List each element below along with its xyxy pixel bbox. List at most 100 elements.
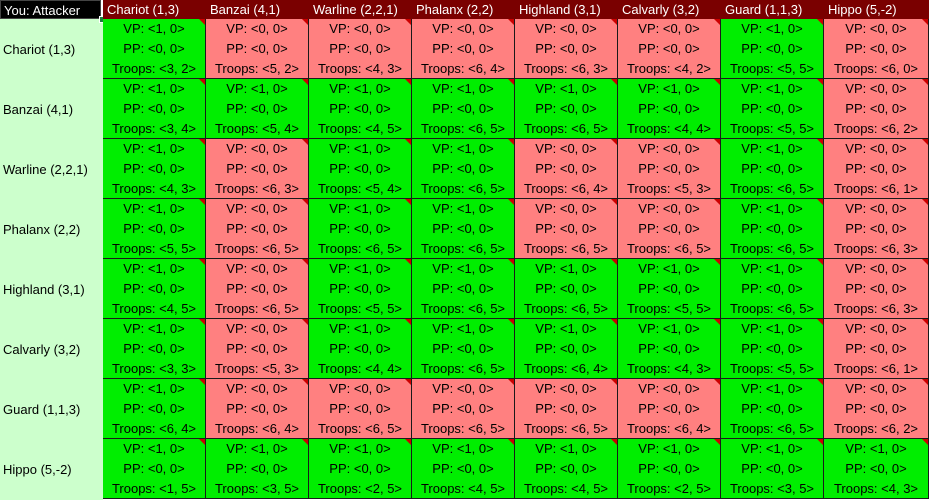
- matchup-cell[interactable]: VP: <1, 0> PP: <0, 0> Troops: <3, 5>: [721, 439, 824, 499]
- vp-value: VP: <1, 0>: [432, 141, 494, 156]
- column-header-5[interactable]: Highland (3,1): [515, 0, 618, 19]
- comment-indicator-icon: [922, 379, 928, 385]
- matchup-cell[interactable]: VP: <1, 0> PP: <0, 0> Troops: <3, 5>: [206, 439, 309, 499]
- matchup-cell[interactable]: VP: <0, 0> PP: <0, 0> Troops: <6, 1>: [824, 319, 929, 379]
- matchup-cell[interactable]: VP: <1, 0> PP: <0, 0> Troops: <6, 5>: [412, 259, 515, 319]
- matchup-cell[interactable]: VP: <1, 0> PP: <0, 0> Troops: <3, 3>: [103, 319, 206, 379]
- matchup-cell[interactable]: VP: <1, 0> PP: <0, 0> Troops: <4, 3>: [824, 439, 929, 499]
- matchup-cell[interactable]: VP: <0, 0> PP: <0, 0> Troops: <6, 5>: [309, 379, 412, 439]
- matchup-cell[interactable]: VP: <1, 0> PP: <0, 0> Troops: <4, 5>: [412, 439, 515, 499]
- vp-value: VP: <1, 0>: [741, 201, 803, 216]
- column-header-2[interactable]: Banzai (4,1): [206, 0, 309, 19]
- matchup-cell[interactable]: VP: <1, 0> PP: <0, 0> Troops: <5, 5>: [721, 319, 824, 379]
- row-header-7[interactable]: Guard (1,1,3): [3, 401, 81, 417]
- column-header-3[interactable]: Warline (2,2,1): [309, 0, 412, 19]
- matchup-cell[interactable]: VP: <1, 0> PP: <0, 0> Troops: <6, 4>: [515, 319, 618, 379]
- matchup-cell[interactable]: VP: <0, 0> PP: <0, 0> Troops: <6, 5>: [515, 379, 618, 439]
- matchup-cell[interactable]: VP: <0, 0> PP: <0, 0> Troops: <5, 3>: [206, 319, 309, 379]
- matchup-cell[interactable]: VP: <1, 0> PP: <0, 0> Troops: <6, 5>: [721, 139, 824, 199]
- comment-indicator-icon: [508, 379, 514, 385]
- matchup-cell[interactable]: VP: <1, 0> PP: <0, 0> Troops: <6, 5>: [721, 199, 824, 259]
- matchup-cell[interactable]: VP: <1, 0> PP: <0, 0> Troops: <2, 5>: [618, 439, 721, 499]
- matchup-cell[interactable]: VP: <0, 0> PP: <0, 0> Troops: <6, 3>: [515, 19, 618, 79]
- troops-value: Troops: <6, 4>: [420, 61, 506, 76]
- matchup-cell[interactable]: VP: <1, 0> PP: <0, 0> Troops: <2, 5>: [309, 439, 412, 499]
- matchup-cell[interactable]: VP: <1, 0> PP: <0, 0> Troops: <3, 2>: [103, 19, 206, 79]
- matchup-cell[interactable]: VP: <0, 0> PP: <0, 0> Troops: <6, 5>: [618, 199, 721, 259]
- row-header-5[interactable]: Highland (3,1): [3, 281, 85, 297]
- row-header-8[interactable]: Hippo (5,-2): [3, 461, 72, 477]
- matchup-cell[interactable]: VP: <1, 0> PP: <0, 0> Troops: <4, 5>: [103, 259, 206, 319]
- matchup-cell[interactable]: VP: <1, 0> PP: <0, 0> Troops: <5, 5>: [721, 79, 824, 139]
- comment-indicator-icon: [302, 439, 308, 445]
- troops-value: Troops: <6, 1>: [833, 361, 919, 376]
- matchup-cell[interactable]: VP: <1, 0> PP: <0, 0> Troops: <4, 4>: [618, 79, 721, 139]
- matchup-cell[interactable]: VP: <1, 0> PP: <0, 0> Troops: <6, 5>: [412, 319, 515, 379]
- matchup-cell[interactable]: VP: <1, 0> PP: <0, 0> Troops: <5, 5>: [103, 199, 206, 259]
- matchup-cell[interactable]: VP: <0, 0> PP: <0, 0> Troops: <6, 3>: [824, 259, 929, 319]
- pp-value: PP: <0, 0>: [638, 221, 700, 236]
- matchup-cell[interactable]: VP: <0, 0> PP: <0, 0> Troops: <4, 2>: [618, 19, 721, 79]
- comment-indicator-icon: [302, 79, 308, 85]
- row-header-1[interactable]: Chariot (1,3): [3, 41, 76, 57]
- troops-value: Troops: <6, 5>: [214, 241, 300, 256]
- matchup-cell[interactable]: VP: <0, 0> PP: <0, 0> Troops: <6, 4>: [515, 139, 618, 199]
- matchup-cell[interactable]: VP: <0, 0> PP: <0, 0> Troops: <6, 0>: [824, 19, 929, 79]
- matchup-cell[interactable]: VP: <0, 0> PP: <0, 0> Troops: <6, 4>: [412, 19, 515, 79]
- matchup-cell[interactable]: VP: <1, 0> PP: <0, 0> Troops: <5, 4>: [309, 139, 412, 199]
- matchup-cell[interactable]: VP: <0, 0> PP: <0, 0> Troops: <6, 2>: [824, 79, 929, 139]
- matchup-cell[interactable]: VP: <1, 0> PP: <0, 0> Troops: <6, 5>: [515, 259, 618, 319]
- column-header-4[interactable]: Phalanx (2,2): [412, 0, 515, 19]
- matchup-cell[interactable]: VP: <1, 0> PP: <0, 0> Troops: <5, 4>: [206, 79, 309, 139]
- pp-value: PP: <0, 0>: [123, 221, 185, 236]
- matchup-cell[interactable]: VP: <1, 0> PP: <0, 0> Troops: <4, 5>: [515, 439, 618, 499]
- row-header-4[interactable]: Phalanx (2,2): [3, 221, 81, 237]
- comment-indicator-icon: [922, 439, 928, 445]
- matchup-cell[interactable]: VP: <1, 0> PP: <0, 0> Troops: <4, 3>: [103, 139, 206, 199]
- matchup-cell[interactable]: VP: <0, 0> PP: <0, 0> Troops: <4, 3>: [309, 19, 412, 79]
- matchup-cell[interactable]: VP: <1, 0> PP: <0, 0> Troops: <5, 5>: [721, 19, 824, 79]
- corner-cell[interactable]: You: Attacker: [0, 0, 101, 19]
- matchup-cell[interactable]: VP: <1, 0> PP: <0, 0> Troops: <5, 5>: [309, 259, 412, 319]
- matchup-cell[interactable]: VP: <1, 0> PP: <0, 0> Troops: <6, 5>: [721, 259, 824, 319]
- matchup-cell[interactable]: VP: <0, 0> PP: <0, 0> Troops: <6, 5>: [515, 199, 618, 259]
- matchup-cell[interactable]: VP: <0, 0> PP: <0, 0> Troops: <6, 1>: [824, 139, 929, 199]
- row-header-2[interactable]: Banzai (4,1): [3, 101, 74, 117]
- matchup-cell[interactable]: VP: <0, 0> PP: <0, 0> Troops: <6, 5>: [206, 259, 309, 319]
- column-header-7[interactable]: Guard (1,1,3): [721, 0, 824, 19]
- column-header-6[interactable]: Calvarly (3,2): [618, 0, 721, 19]
- matchup-cell[interactable]: VP: <0, 0> PP: <0, 0> Troops: <6, 2>: [824, 379, 929, 439]
- matchup-cell[interactable]: VP: <1, 0> PP: <0, 0> Troops: <6, 5>: [412, 199, 515, 259]
- column-header-8[interactable]: Hippo (5,-2): [824, 0, 929, 19]
- matchup-cell[interactable]: VP: <1, 0> PP: <0, 0> Troops: <4, 4>: [309, 319, 412, 379]
- matchup-cell[interactable]: VP: <1, 0> PP: <0, 0> Troops: <5, 5>: [618, 259, 721, 319]
- matchup-cell[interactable]: VP: <1, 0> PP: <0, 0> Troops: <6, 5>: [412, 79, 515, 139]
- matchup-cell[interactable]: VP: <1, 0> PP: <0, 0> Troops: <1, 5>: [103, 439, 206, 499]
- matchup-cell[interactable]: VP: <0, 0> PP: <0, 0> Troops: <5, 3>: [618, 139, 721, 199]
- matchup-cell[interactable]: VP: <1, 0> PP: <0, 0> Troops: <4, 5>: [309, 79, 412, 139]
- comment-indicator-icon: [405, 139, 411, 145]
- matchup-cell[interactable]: VP: <0, 0> PP: <0, 0> Troops: <6, 4>: [206, 379, 309, 439]
- vp-value: VP: <1, 0>: [329, 201, 391, 216]
- row-header-3[interactable]: Warline (2,2,1): [3, 161, 88, 177]
- matchup-cell[interactable]: VP: <1, 0> PP: <0, 0> Troops: <3, 4>: [103, 79, 206, 139]
- vp-value: VP: <1, 0>: [535, 441, 597, 456]
- matchup-cell[interactable]: VP: <0, 0> PP: <0, 0> Troops: <6, 5>: [206, 199, 309, 259]
- matchup-cell[interactable]: VP: <1, 0> PP: <0, 0> Troops: <6, 4>: [103, 379, 206, 439]
- comment-indicator-icon: [817, 439, 823, 445]
- matchup-cell[interactable]: VP: <0, 0> PP: <0, 0> Troops: <6, 5>: [412, 379, 515, 439]
- comment-indicator-icon: [508, 439, 514, 445]
- pp-value: PP: <0, 0>: [123, 41, 185, 56]
- troops-value: Troops: <5, 5>: [729, 61, 815, 76]
- matchup-cell[interactable]: VP: <1, 0> PP: <0, 0> Troops: <6, 5>: [412, 139, 515, 199]
- matchup-cell[interactable]: VP: <1, 0> PP: <0, 0> Troops: <6, 5>: [721, 379, 824, 439]
- matchup-cell[interactable]: VP: <0, 0> PP: <0, 0> Troops: <6, 3>: [206, 139, 309, 199]
- column-header-1[interactable]: Chariot (1,3): [103, 0, 206, 19]
- matchup-cell[interactable]: VP: <1, 0> PP: <0, 0> Troops: <4, 3>: [618, 319, 721, 379]
- matchup-cell[interactable]: VP: <0, 0> PP: <0, 0> Troops: <6, 4>: [618, 379, 721, 439]
- matchup-cell[interactable]: VP: <0, 0> PP: <0, 0> Troops: <6, 3>: [824, 199, 929, 259]
- matchup-cell[interactable]: VP: <0, 0> PP: <0, 0> Troops: <5, 2>: [206, 19, 309, 79]
- row-header-6[interactable]: Calvarly (3,2): [3, 341, 81, 357]
- matchup-cell[interactable]: VP: <1, 0> PP: <0, 0> Troops: <6, 5>: [515, 79, 618, 139]
- matchup-cell[interactable]: VP: <1, 0> PP: <0, 0> Troops: <6, 5>: [309, 199, 412, 259]
